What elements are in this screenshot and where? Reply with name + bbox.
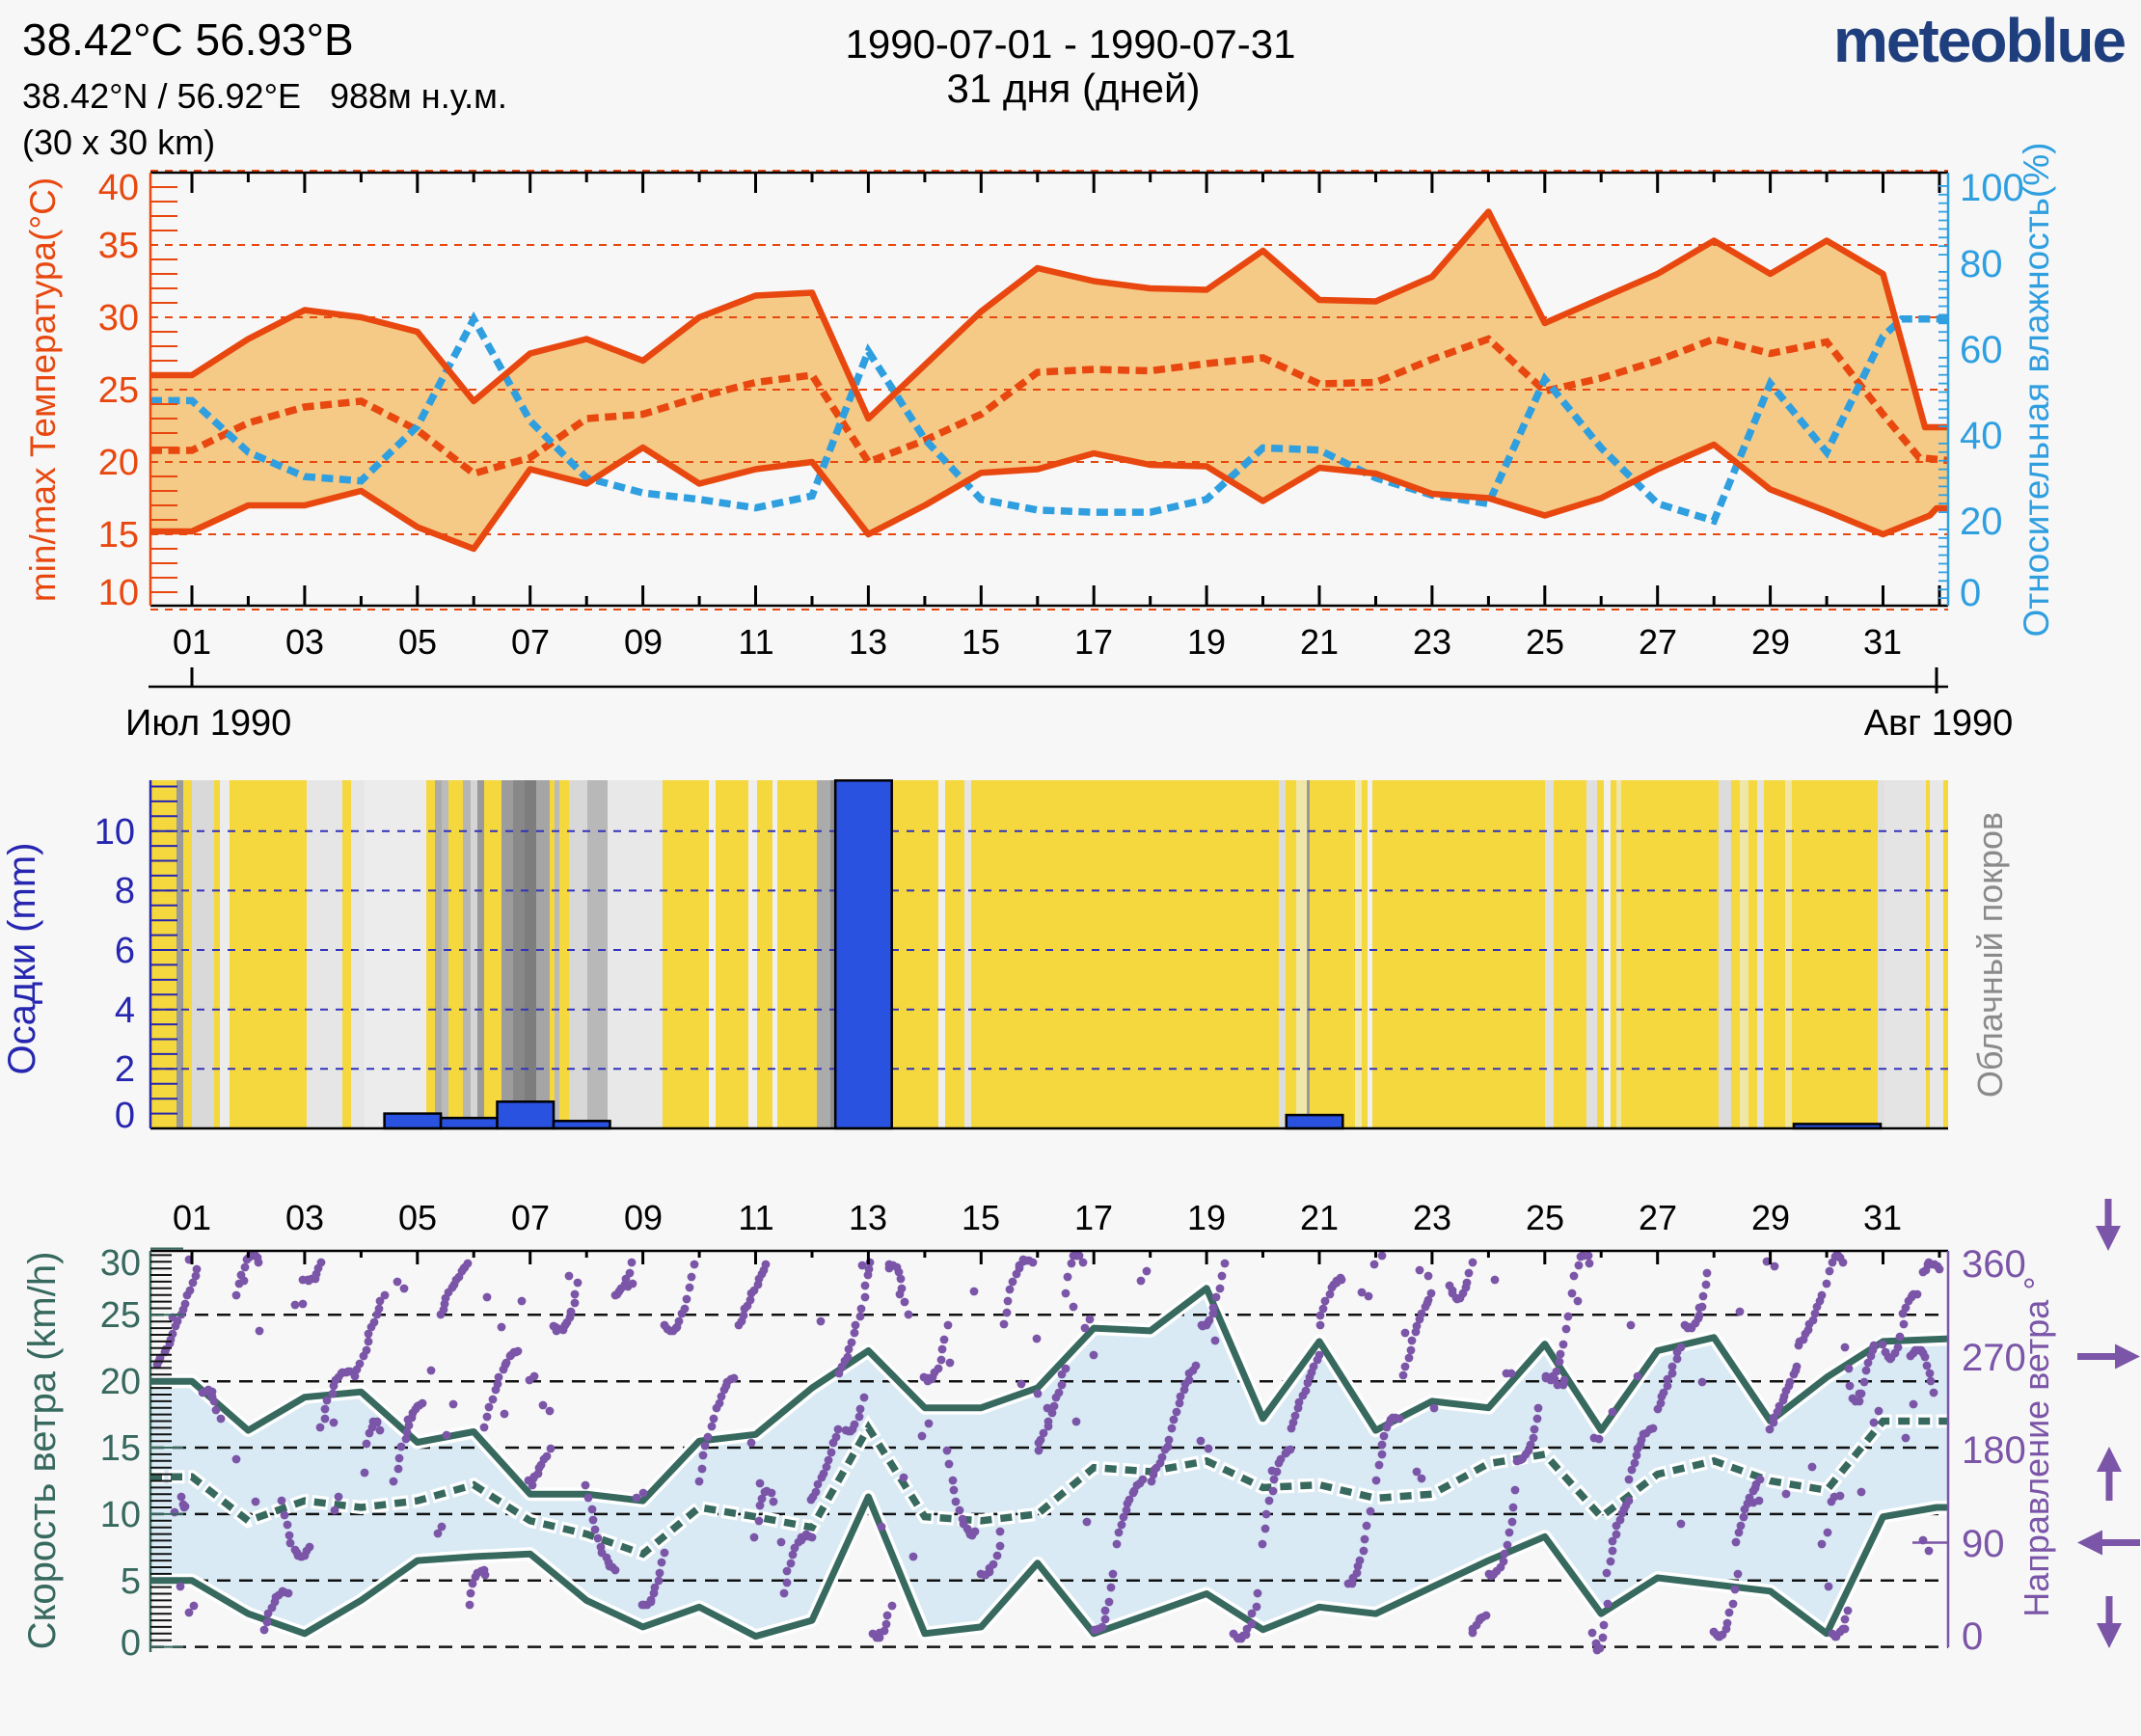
svg-text:19: 19	[1187, 1198, 1226, 1237]
svg-text:09: 09	[624, 1198, 663, 1237]
svg-text:23: 23	[1413, 622, 1451, 662]
svg-text:Скорость ветра (km/h): Скорость ветра (km/h)	[21, 1252, 64, 1650]
svg-text:60: 60	[1960, 329, 2003, 371]
svg-text:31: 31	[1863, 622, 1902, 662]
svg-text:80: 80	[1960, 243, 2003, 285]
svg-text:03: 03	[285, 1198, 324, 1237]
svg-text:Направление ветра °: Направление ветра °	[2017, 1276, 2056, 1616]
svg-text:40: 40	[98, 168, 139, 208]
svg-text:05: 05	[398, 1198, 437, 1237]
svg-text:05: 05	[398, 622, 437, 662]
svg-text:13: 13	[849, 1198, 887, 1237]
svg-text:31 дня (дней): 31 дня (дней)	[947, 66, 1201, 111]
svg-text:25: 25	[98, 370, 139, 411]
svg-text:0: 0	[1960, 572, 1981, 614]
svg-text:Осадки (mm): Осадки (mm)	[1, 843, 43, 1075]
svg-text:270: 270	[1962, 1337, 2026, 1379]
svg-text:38.42°N / 56.92°E 988м н.у.м: 38.42°N / 56.92°E 988м н.у.м.	[22, 76, 507, 116]
svg-text:8: 8	[115, 871, 135, 911]
svg-text:10: 10	[98, 573, 139, 613]
svg-text:4: 4	[115, 990, 135, 1031]
svg-text:20: 20	[98, 443, 139, 483]
svg-text:30: 30	[98, 298, 139, 339]
svg-text:23: 23	[1413, 1198, 1451, 1237]
svg-text:6: 6	[115, 931, 135, 971]
svg-text:Облачный покров: Облачный покров	[1970, 812, 2010, 1098]
svg-text:17: 17	[1074, 622, 1113, 662]
svg-text:Авг 1990: Авг 1990	[1864, 703, 2014, 744]
svg-text:11: 11	[738, 1198, 773, 1237]
svg-text:35: 35	[98, 226, 139, 266]
svg-text:360: 360	[1962, 1243, 2026, 1286]
svg-text:11: 11	[738, 622, 773, 662]
svg-text:meteoblue: meteoblue	[1833, 6, 2125, 75]
svg-text:07: 07	[511, 622, 550, 662]
svg-text:2: 2	[115, 1049, 135, 1090]
svg-text:20: 20	[100, 1362, 141, 1402]
svg-text:29: 29	[1751, 1198, 1790, 1237]
svg-text:Относительная влажность(%): Относительная влажность(%)	[2017, 143, 2056, 637]
svg-text:90: 90	[1962, 1523, 2005, 1565]
svg-text:0: 0	[121, 1623, 141, 1664]
svg-text:15: 15	[100, 1428, 141, 1469]
svg-text:25: 25	[1526, 622, 1564, 662]
svg-text:min/max Температура(°C): min/max Температура(°C)	[23, 177, 63, 602]
svg-text:19: 19	[1187, 622, 1226, 662]
svg-text:03: 03	[285, 622, 324, 662]
svg-text:100: 100	[1960, 167, 2024, 209]
svg-text:0: 0	[1962, 1615, 1983, 1658]
svg-text:10: 10	[100, 1495, 141, 1535]
svg-text:17: 17	[1074, 1198, 1113, 1237]
svg-text:29: 29	[1751, 622, 1790, 662]
svg-text:25: 25	[100, 1295, 141, 1336]
svg-text:07: 07	[511, 1198, 550, 1237]
svg-text:15: 15	[962, 622, 1000, 662]
svg-text:Июл 1990: Июл 1990	[125, 703, 291, 744]
svg-text:13: 13	[849, 622, 887, 662]
svg-text:1990-07-01 - 1990-07-31: 1990-07-01 - 1990-07-31	[845, 21, 1295, 67]
svg-text:21: 21	[1300, 622, 1339, 662]
svg-text:10: 10	[95, 812, 135, 853]
svg-text:5: 5	[121, 1561, 141, 1602]
svg-text:0: 0	[115, 1096, 135, 1136]
svg-text:15: 15	[98, 515, 139, 556]
svg-text:01: 01	[173, 1198, 211, 1237]
svg-text:38.42°C 56.93°B: 38.42°C 56.93°B	[22, 14, 354, 65]
svg-text:30: 30	[100, 1243, 141, 1284]
svg-text:01: 01	[173, 622, 211, 662]
svg-text:20: 20	[1960, 501, 2003, 543]
svg-text:(30 x 30 km): (30 x 30 km)	[22, 122, 215, 162]
svg-text:31: 31	[1863, 1198, 1902, 1237]
svg-text:09: 09	[624, 622, 663, 662]
svg-text:27: 27	[1639, 1198, 1677, 1237]
svg-text:25: 25	[1526, 1198, 1564, 1237]
svg-text:27: 27	[1639, 622, 1677, 662]
svg-text:40: 40	[1960, 415, 2003, 457]
svg-text:21: 21	[1300, 1198, 1339, 1237]
svg-text:15: 15	[962, 1198, 1000, 1237]
svg-text:180: 180	[1962, 1429, 2026, 1472]
